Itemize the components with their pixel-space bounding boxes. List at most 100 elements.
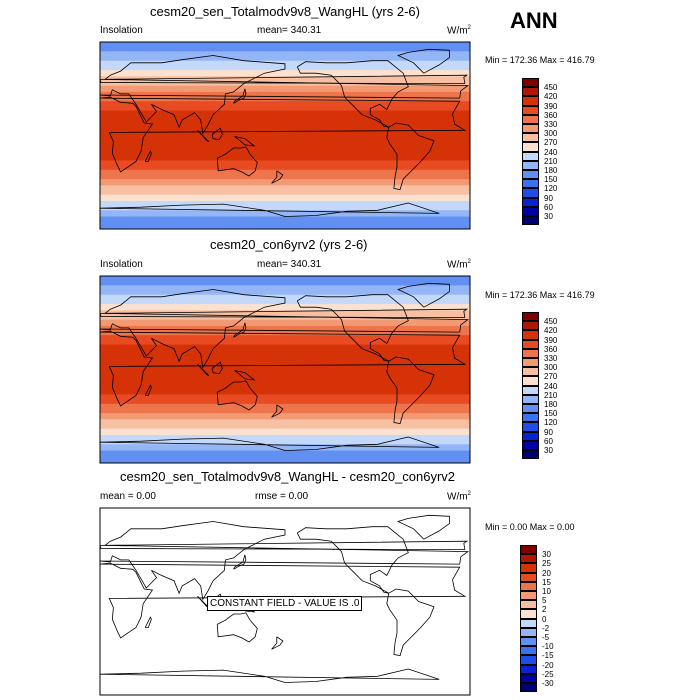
colorbar-swatch — [520, 664, 537, 674]
coastline — [197, 130, 210, 143]
colorbar-tick-label: -25 — [542, 669, 554, 679]
zonal-band — [100, 48, 470, 52]
panel-2-minmax: Min = 172.36 Max = 416.79 — [485, 290, 595, 300]
coastline — [296, 294, 409, 362]
zonal-band — [100, 425, 470, 430]
colorbar-swatch — [520, 572, 537, 582]
panel-3-units: W/m2 — [447, 491, 471, 503]
coastline — [296, 60, 409, 128]
coastline — [100, 289, 470, 369]
zonal-band — [100, 459, 470, 463]
colorbar-tick-label: 270 — [544, 138, 558, 148]
zonal-band — [100, 322, 470, 327]
colorbar-swatch — [522, 404, 539, 414]
colorbar-swatch — [522, 96, 539, 106]
zonal-band — [100, 42, 470, 46]
zonal-band — [100, 163, 470, 168]
colorbar-swatch — [522, 179, 539, 189]
coastline — [100, 55, 470, 135]
colorbar-swatch — [520, 683, 537, 693]
zonal-band — [100, 135, 470, 140]
colorbar-swatch — [520, 618, 537, 628]
coastline — [216, 612, 258, 643]
zonal-band — [100, 410, 470, 414]
panel-2-mean-label: mean= 340.31 — [257, 259, 322, 270]
zonal-band — [100, 166, 470, 171]
colorbar-swatch — [522, 206, 539, 216]
coastline — [396, 514, 450, 540]
colorbar-swatch — [520, 554, 537, 564]
coastline — [100, 668, 440, 683]
zonal-band — [100, 82, 470, 87]
zonal-band — [100, 88, 470, 93]
coastline — [233, 554, 247, 570]
colorbar-swatch — [520, 581, 537, 591]
colorbar-swatch — [522, 170, 539, 180]
zonal-band — [100, 325, 470, 330]
zonal-band — [100, 357, 470, 361]
zonal-band — [100, 416, 470, 420]
colorbar-swatch — [522, 413, 539, 423]
colorbar-swatch — [520, 627, 537, 637]
panel-1-units: W/m2 — [447, 25, 471, 37]
panel-3-colorbar: -30 -25 -20 -15 -10 -5 -2 0 2 5 10 15 20 25 30 — [520, 545, 580, 693]
zonal-band — [100, 397, 470, 402]
zonal-band — [100, 132, 470, 137]
zonal-band — [100, 185, 470, 190]
zonal-band — [100, 176, 470, 180]
panel-3-rmse-label: rmse = 0.00 — [255, 491, 309, 502]
colorbar-tick-label: 360 — [544, 344, 558, 354]
zonal-band — [100, 210, 470, 215]
zonal-band — [100, 338, 470, 343]
zonal-band — [100, 381, 470, 386]
colorbar-swatch — [520, 591, 537, 601]
zonal-band — [100, 104, 470, 109]
zonal-band — [100, 116, 470, 121]
coastline — [211, 361, 223, 375]
zonal-band — [100, 191, 470, 196]
panel-2-title: cesm20_con6yrv2 (yrs 2-6) — [210, 237, 368, 252]
zonal-band — [100, 200, 470, 205]
colorbar-swatch — [522, 188, 539, 198]
coastline — [216, 146, 258, 177]
zonal-band — [100, 447, 470, 452]
zonal-band — [100, 391, 470, 396]
coastline — [271, 404, 284, 418]
colorbar-swatch — [522, 367, 539, 377]
coastline — [271, 170, 284, 184]
colorbar-tick-label: 330 — [544, 354, 558, 363]
colorbar-swatch — [520, 600, 537, 610]
zonal-band — [100, 57, 470, 62]
colorbar-swatch — [522, 197, 539, 207]
zonal-band — [100, 319, 470, 324]
zonal-band — [100, 450, 470, 455]
zonal-band — [100, 438, 470, 442]
panel-2-units: W/m2 — [447, 259, 471, 271]
colorbar-tick-label: 2 — [542, 605, 547, 615]
zonal-band — [100, 194, 470, 199]
coastline — [144, 150, 152, 162]
colorbar-tick-label: 180 — [544, 400, 558, 409]
colorbar-tick-label: 90 — [544, 427, 553, 437]
colorbar-tick-label: 390 — [544, 101, 558, 111]
map-frame — [99, 507, 471, 696]
zonal-band — [100, 119, 470, 124]
panel-2-colorbar: 30 60 90 120 150 180 210 240 270 300 330 360 390 420 4… — [522, 312, 582, 460]
colorbar-tick-label: 20 — [542, 568, 551, 578]
zonal-band — [100, 366, 470, 371]
colorbar-tick-label: 120 — [544, 184, 558, 194]
colorbar-tick-label: 30 — [544, 212, 553, 221]
colorbar-tick-label: 450 — [544, 83, 558, 93]
colorbar-swatch — [522, 142, 539, 152]
zonal-band — [100, 182, 470, 186]
colorbar-tick-label: 30 — [544, 446, 553, 455]
colorbar-tick-label: -5 — [542, 633, 550, 642]
colorbar-swatch — [522, 394, 539, 404]
colorbar-tick-label: 0 — [542, 614, 547, 624]
colorbar-swatch — [522, 385, 539, 395]
colorbar-tick-label: 450 — [544, 317, 558, 327]
zonal-band — [100, 400, 470, 405]
coastline — [100, 436, 440, 451]
zonal-band — [100, 353, 470, 358]
colorbar-tick-label: 150 — [544, 409, 558, 419]
